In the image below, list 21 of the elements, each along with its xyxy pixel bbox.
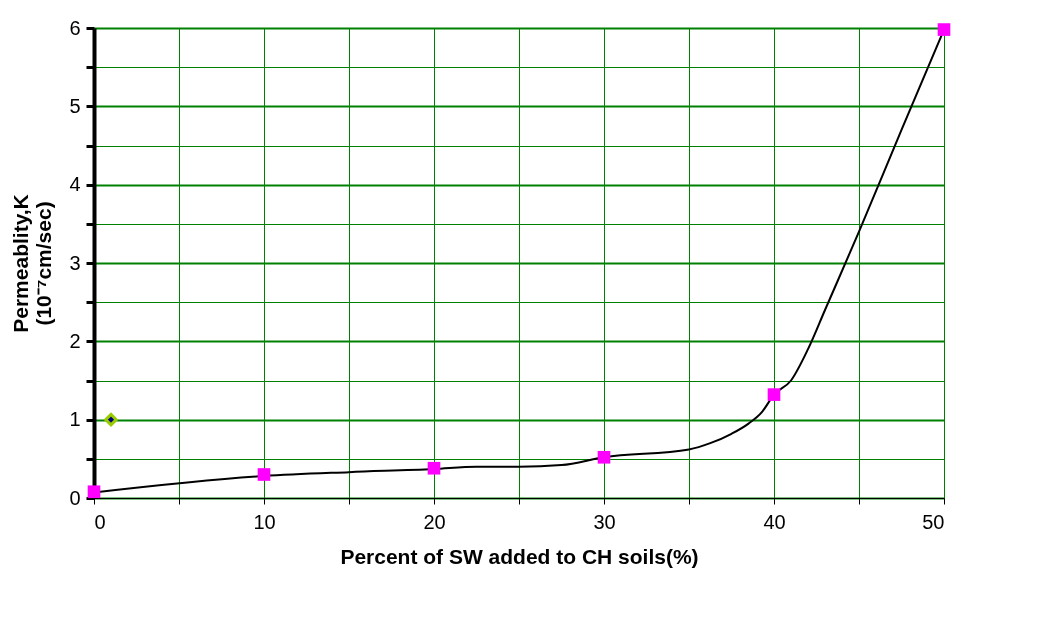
- y-axis-title: Permeablity,K (10⁻⁷cm/sec): [9, 194, 56, 333]
- y-tick-label: 6: [69, 16, 81, 39]
- x-tick-label: 20: [423, 510, 446, 533]
- x-axis-title: Percent of SW added to CH soils(%): [340, 544, 699, 568]
- y-tick-label: 4: [69, 173, 81, 196]
- y-tick-label: 0: [69, 486, 81, 509]
- point: [767, 388, 781, 401]
- y-tick-label: 5: [69, 94, 81, 117]
- x-tick-label: 50: [922, 510, 945, 533]
- x-tick-label: 10: [253, 510, 276, 533]
- x-tick-label: 40: [763, 510, 786, 533]
- point: [257, 468, 271, 481]
- point: [597, 450, 611, 464]
- point: [427, 461, 441, 475]
- y-tick-label: 3: [69, 251, 81, 274]
- y-tick-label: 2: [69, 329, 81, 352]
- point: [937, 23, 951, 36]
- x-tick-label: 0: [94, 510, 106, 533]
- point: [104, 412, 118, 427]
- x-tick-label: 30: [593, 510, 616, 533]
- y-tick-label: 1: [69, 408, 81, 431]
